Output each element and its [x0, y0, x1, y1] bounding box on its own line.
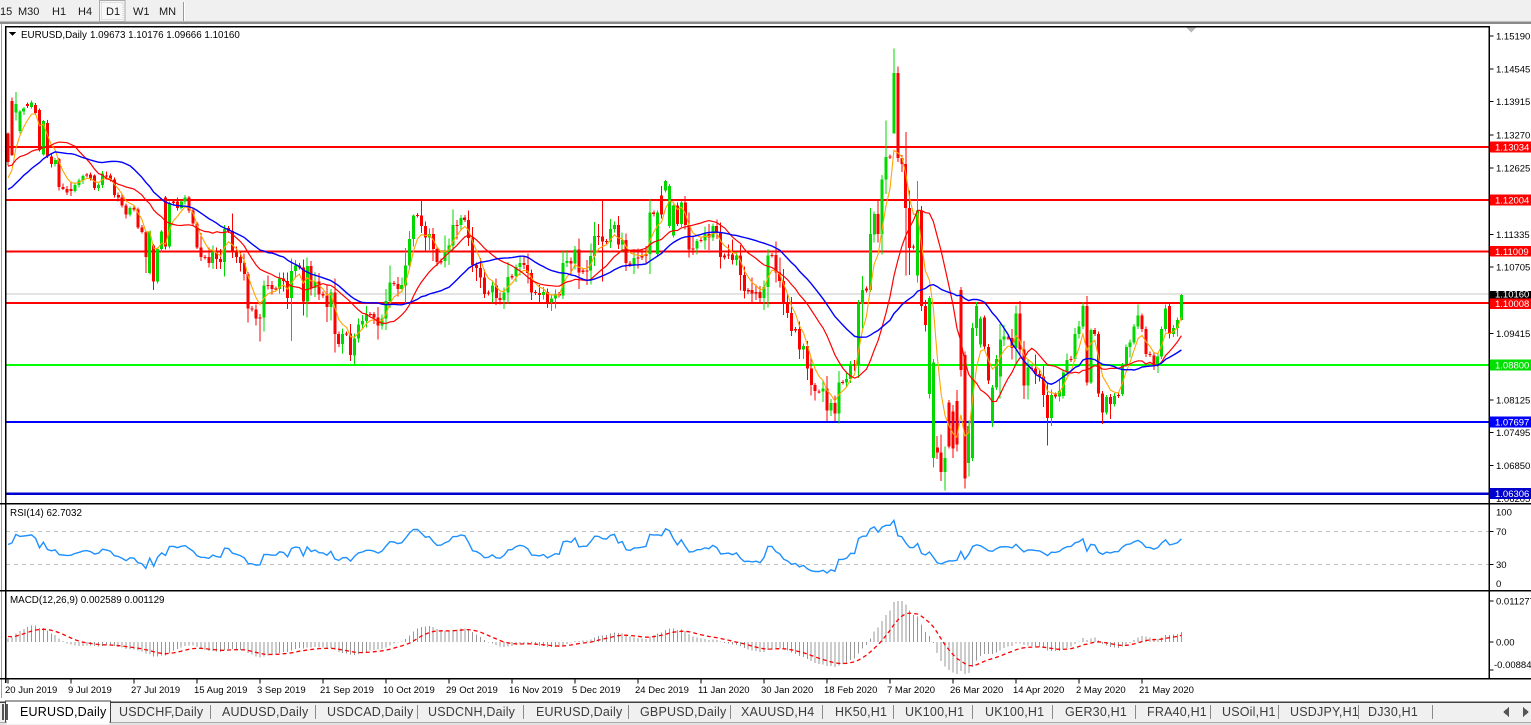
svg-text:GER30,H1: GER30,H1	[1065, 705, 1127, 719]
svg-text:AUDUSD,Daily: AUDUSD,Daily	[222, 705, 309, 719]
svg-text:EURUSD,Daily: EURUSD,Daily	[21, 30, 87, 41]
svg-text:1.10160: 1.10160	[1495, 290, 1529, 301]
svg-text:USDCNH,Daily: USDCNH,Daily	[428, 705, 516, 719]
svg-text:5 Dec 2019: 5 Dec 2019	[572, 685, 621, 696]
svg-text:30: 30	[1496, 560, 1507, 571]
svg-text:1.15190: 1.15190	[1496, 32, 1530, 43]
svg-text:USDCAD,Daily: USDCAD,Daily	[327, 705, 414, 719]
svg-text:1.07697: 1.07697	[1495, 418, 1529, 429]
svg-text:15 Aug 2019: 15 Aug 2019	[194, 685, 247, 696]
svg-text:1.08125: 1.08125	[1496, 395, 1530, 406]
svg-text:1.07495: 1.07495	[1496, 428, 1530, 439]
svg-text:1.13915: 1.13915	[1496, 97, 1530, 108]
svg-text:EURUSD,Daily: EURUSD,Daily	[20, 705, 107, 719]
svg-text:1.12625: 1.12625	[1496, 164, 1530, 175]
svg-text:7 Mar 2020: 7 Mar 2020	[887, 685, 935, 696]
svg-text:9 Jul 2019: 9 Jul 2019	[68, 685, 112, 696]
svg-text:H4: H4	[78, 6, 92, 18]
svg-text:1.10705: 1.10705	[1496, 262, 1530, 273]
svg-text:10 Oct 2019: 10 Oct 2019	[383, 685, 435, 696]
svg-text:-0.008845: -0.008845	[1494, 660, 1531, 671]
svg-text:29 Oct 2019: 29 Oct 2019	[446, 685, 498, 696]
svg-text:XAUUSD,H4: XAUUSD,H4	[741, 705, 814, 719]
svg-text:27 Jul 2019: 27 Jul 2019	[131, 685, 180, 696]
svg-text:1.09415: 1.09415	[1496, 329, 1530, 340]
svg-text:UK100,H1: UK100,H1	[905, 705, 964, 719]
svg-text:USDJPY,H1: USDJPY,H1	[1290, 705, 1359, 719]
svg-text:H1: H1	[52, 6, 66, 18]
svg-text:0.011277: 0.011277	[1496, 597, 1531, 608]
svg-text:100: 100	[1496, 507, 1512, 518]
svg-text:3 Sep 2019: 3 Sep 2019	[257, 685, 306, 696]
svg-text:D1: D1	[106, 6, 120, 18]
svg-text:MN: MN	[159, 6, 176, 18]
svg-text:26 Mar 2020: 26 Mar 2020	[950, 685, 1003, 696]
svg-text:DJ30,H1: DJ30,H1	[1368, 705, 1418, 719]
svg-text:11 Jan 2020: 11 Jan 2020	[698, 685, 750, 696]
svg-text:UK100,H1: UK100,H1	[985, 705, 1044, 719]
svg-text:MACD(12,26,9) 0.002589 0.00112: MACD(12,26,9) 0.002589 0.001129	[10, 595, 165, 606]
svg-text:24 Dec 2019: 24 Dec 2019	[635, 685, 689, 696]
svg-text:14 Apr 2020: 14 Apr 2020	[1013, 685, 1064, 696]
svg-text:15: 15	[0, 6, 12, 18]
svg-text:1.06306: 1.06306	[1495, 489, 1529, 500]
svg-text:18 Feb 2020: 18 Feb 2020	[824, 685, 877, 696]
svg-text:1.09673 1.10176 1.09666 1.1016: 1.09673 1.10176 1.09666 1.10160	[90, 30, 240, 41]
svg-text:2 May 2020: 2 May 2020	[1076, 685, 1126, 696]
svg-text:30 Jan 2020: 30 Jan 2020	[761, 685, 813, 696]
svg-text:0: 0	[1496, 579, 1501, 590]
svg-text:21 Sep 2019: 21 Sep 2019	[320, 685, 374, 696]
svg-text:1.13270: 1.13270	[1496, 130, 1530, 141]
svg-text:1.08800: 1.08800	[1495, 361, 1529, 372]
svg-text:70: 70	[1496, 527, 1507, 538]
svg-text:W1: W1	[133, 6, 150, 18]
svg-text:21 May 2020: 21 May 2020	[1139, 685, 1194, 696]
svg-text:M30: M30	[18, 6, 39, 18]
svg-text:USOil,H1: USOil,H1	[1222, 705, 1276, 719]
svg-text:1.12004: 1.12004	[1495, 196, 1529, 207]
svg-text:1.14545: 1.14545	[1496, 65, 1530, 76]
svg-text:HK50,H1: HK50,H1	[835, 705, 887, 719]
svg-text:20 Jun 2019: 20 Jun 2019	[5, 685, 57, 696]
svg-text:1.13034: 1.13034	[1495, 143, 1529, 154]
svg-text:USDCHF,Daily: USDCHF,Daily	[119, 705, 204, 719]
svg-text:16 Nov 2019: 16 Nov 2019	[509, 685, 563, 696]
svg-text:0.00: 0.00	[1496, 638, 1515, 649]
svg-text:1.06850: 1.06850	[1496, 461, 1530, 472]
svg-text:EURUSD,Daily: EURUSD,Daily	[536, 705, 623, 719]
svg-text:FRA40,H1: FRA40,H1	[1147, 705, 1207, 719]
svg-text:1.10008: 1.10008	[1495, 299, 1529, 310]
svg-text:GBPUSD,Daily: GBPUSD,Daily	[640, 705, 727, 719]
svg-text:1.11009: 1.11009	[1495, 247, 1529, 258]
svg-text:1.06205: 1.06205	[1496, 494, 1530, 505]
svg-text:RSI(14) 62.7032: RSI(14) 62.7032	[10, 508, 82, 519]
svg-text:1.11335: 1.11335	[1496, 230, 1530, 241]
